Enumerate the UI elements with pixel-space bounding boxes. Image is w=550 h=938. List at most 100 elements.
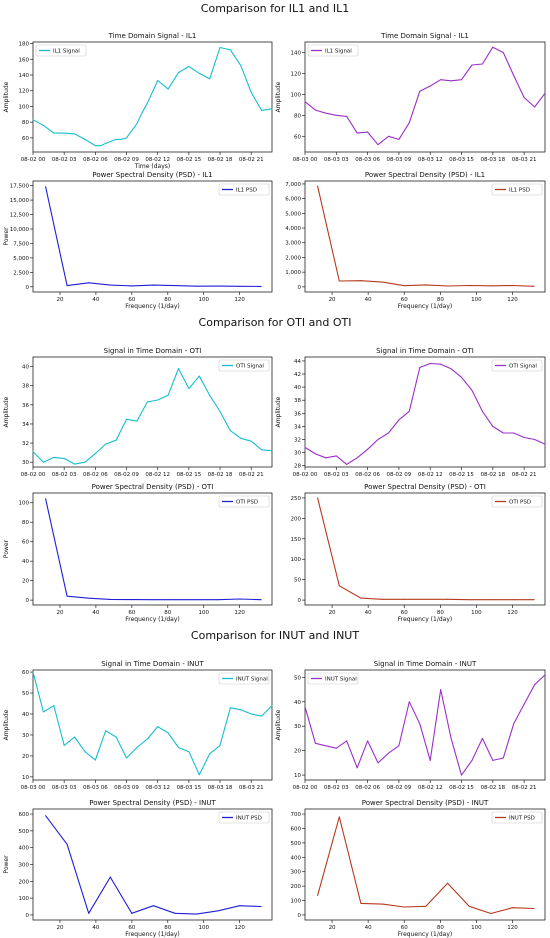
series-line — [304, 362, 546, 465]
data-point — [346, 740, 348, 742]
y-tick-label: 30 — [22, 460, 29, 466]
data-point — [425, 905, 427, 907]
x-tick-label: 08-02 21 — [512, 785, 537, 791]
x-tick-label: 60 — [401, 610, 408, 616]
data-point — [382, 281, 384, 283]
data-point — [239, 285, 241, 287]
legend-box — [218, 183, 270, 196]
data-point — [63, 132, 65, 134]
data-point — [425, 284, 427, 286]
data-point — [304, 101, 306, 103]
x-tick-label: 20 — [329, 297, 336, 303]
y-tick-label: 300 — [19, 863, 30, 869]
data-point — [492, 759, 494, 761]
data-point — [360, 280, 362, 282]
data-point — [136, 747, 138, 749]
x-tick-label: 08-02 18 — [480, 472, 505, 478]
y-tick-label: 4,000 — [285, 226, 301, 232]
x-tick-label: 08-03 18 — [480, 157, 505, 163]
y-tick-label: 150 — [291, 537, 302, 543]
data-point — [217, 599, 219, 601]
data-point — [502, 432, 504, 434]
data-point — [317, 894, 319, 896]
data-point — [317, 497, 319, 499]
legend-label: IL1 Signal — [325, 49, 352, 55]
chart-title: Power Spectral Density (PSD) - IL1 — [365, 171, 485, 179]
legend: IL1 PSD — [218, 183, 270, 196]
y-axis-label: Amplitude — [3, 396, 10, 427]
data-point — [32, 451, 34, 453]
y-tick-label: 0 — [298, 598, 302, 604]
plot-frame — [32, 669, 273, 781]
x-tick-label: 60 — [128, 925, 135, 931]
y-tick-label: 500 — [291, 841, 302, 847]
data-point — [42, 461, 44, 463]
data-point — [533, 599, 535, 601]
x-tick-label: 08-02 06 — [83, 472, 108, 478]
x-tick-label: 40 — [365, 297, 372, 303]
legend-box — [491, 359, 543, 372]
data-point — [338, 585, 340, 587]
x-tick-label: 08-02 03 — [324, 472, 349, 478]
chart-panel-12: Power Spectral Density (PSD) - INUT 20 40 6… — [291, 799, 546, 938]
chart-panel-8: Power Spectral Density (PSD) - OTI 20 40 60… — [291, 483, 546, 623]
legend: OTI PSD — [491, 495, 543, 508]
y-axis-label: Power — [3, 855, 10, 874]
data-point — [120, 138, 122, 140]
data-point — [105, 443, 107, 445]
x-tick-label: 08-03 03 — [52, 785, 77, 791]
data-point — [377, 144, 379, 146]
x-axis-label: Frequency (1/day) — [398, 303, 452, 310]
data-point — [74, 736, 76, 738]
data-point — [196, 599, 198, 601]
x-tick-label: 08-02 12 — [145, 157, 170, 163]
data-point — [250, 440, 252, 442]
legend-box — [218, 359, 270, 372]
data-point — [174, 599, 176, 601]
y-tick-label: 60 — [22, 540, 29, 546]
data-point — [534, 106, 536, 108]
x-axis-label: Frequency (1/day) — [125, 616, 179, 623]
legend: OTI Signal — [491, 359, 543, 372]
x-tick-label: 08-02 15 — [449, 785, 474, 791]
data-point — [440, 79, 442, 81]
data-point — [447, 285, 449, 287]
legend: IL1 PSD — [491, 183, 543, 196]
data-point — [492, 425, 494, 427]
plot-frame — [32, 492, 273, 606]
data-point — [196, 285, 198, 287]
data-point — [408, 701, 410, 703]
data-point — [544, 443, 546, 445]
x-tick-label: 100 — [198, 610, 209, 616]
data-point — [271, 108, 273, 110]
data-point — [513, 75, 515, 77]
x-axis-label: Frequency (1/day) — [398, 616, 452, 623]
y-tick-label: 80 — [294, 113, 301, 119]
y-tick-label: 0 — [26, 598, 30, 604]
y-tick-label: 30 — [22, 733, 29, 739]
legend-box — [218, 672, 270, 685]
data-point — [461, 376, 463, 378]
data-point — [157, 399, 159, 401]
x-tick-label: 100 — [198, 297, 209, 303]
x-tick-label: 40 — [92, 297, 99, 303]
data-point — [471, 389, 473, 391]
data-point — [356, 457, 358, 459]
data-point — [141, 112, 143, 114]
y-tick-label: 20 — [22, 754, 29, 760]
data-point — [346, 463, 348, 465]
legend: IL1 Signal — [35, 44, 87, 57]
data-point — [63, 457, 65, 459]
x-tick-label: 08-02 00 — [21, 157, 46, 163]
data-point — [229, 430, 231, 432]
y-tick-label: 1,000 — [285, 270, 301, 276]
x-tick-label: 08-02 15 — [449, 472, 474, 478]
series-line — [45, 186, 262, 287]
y-tick-label: 160 — [19, 57, 30, 63]
data-point — [219, 744, 221, 746]
y-tick-label: 250 — [291, 496, 302, 502]
plot-frame — [32, 356, 273, 468]
chart-title: Power Spectral Density (PSD) - INUT — [362, 799, 489, 807]
y-tick-label: 5,000 — [13, 256, 29, 262]
